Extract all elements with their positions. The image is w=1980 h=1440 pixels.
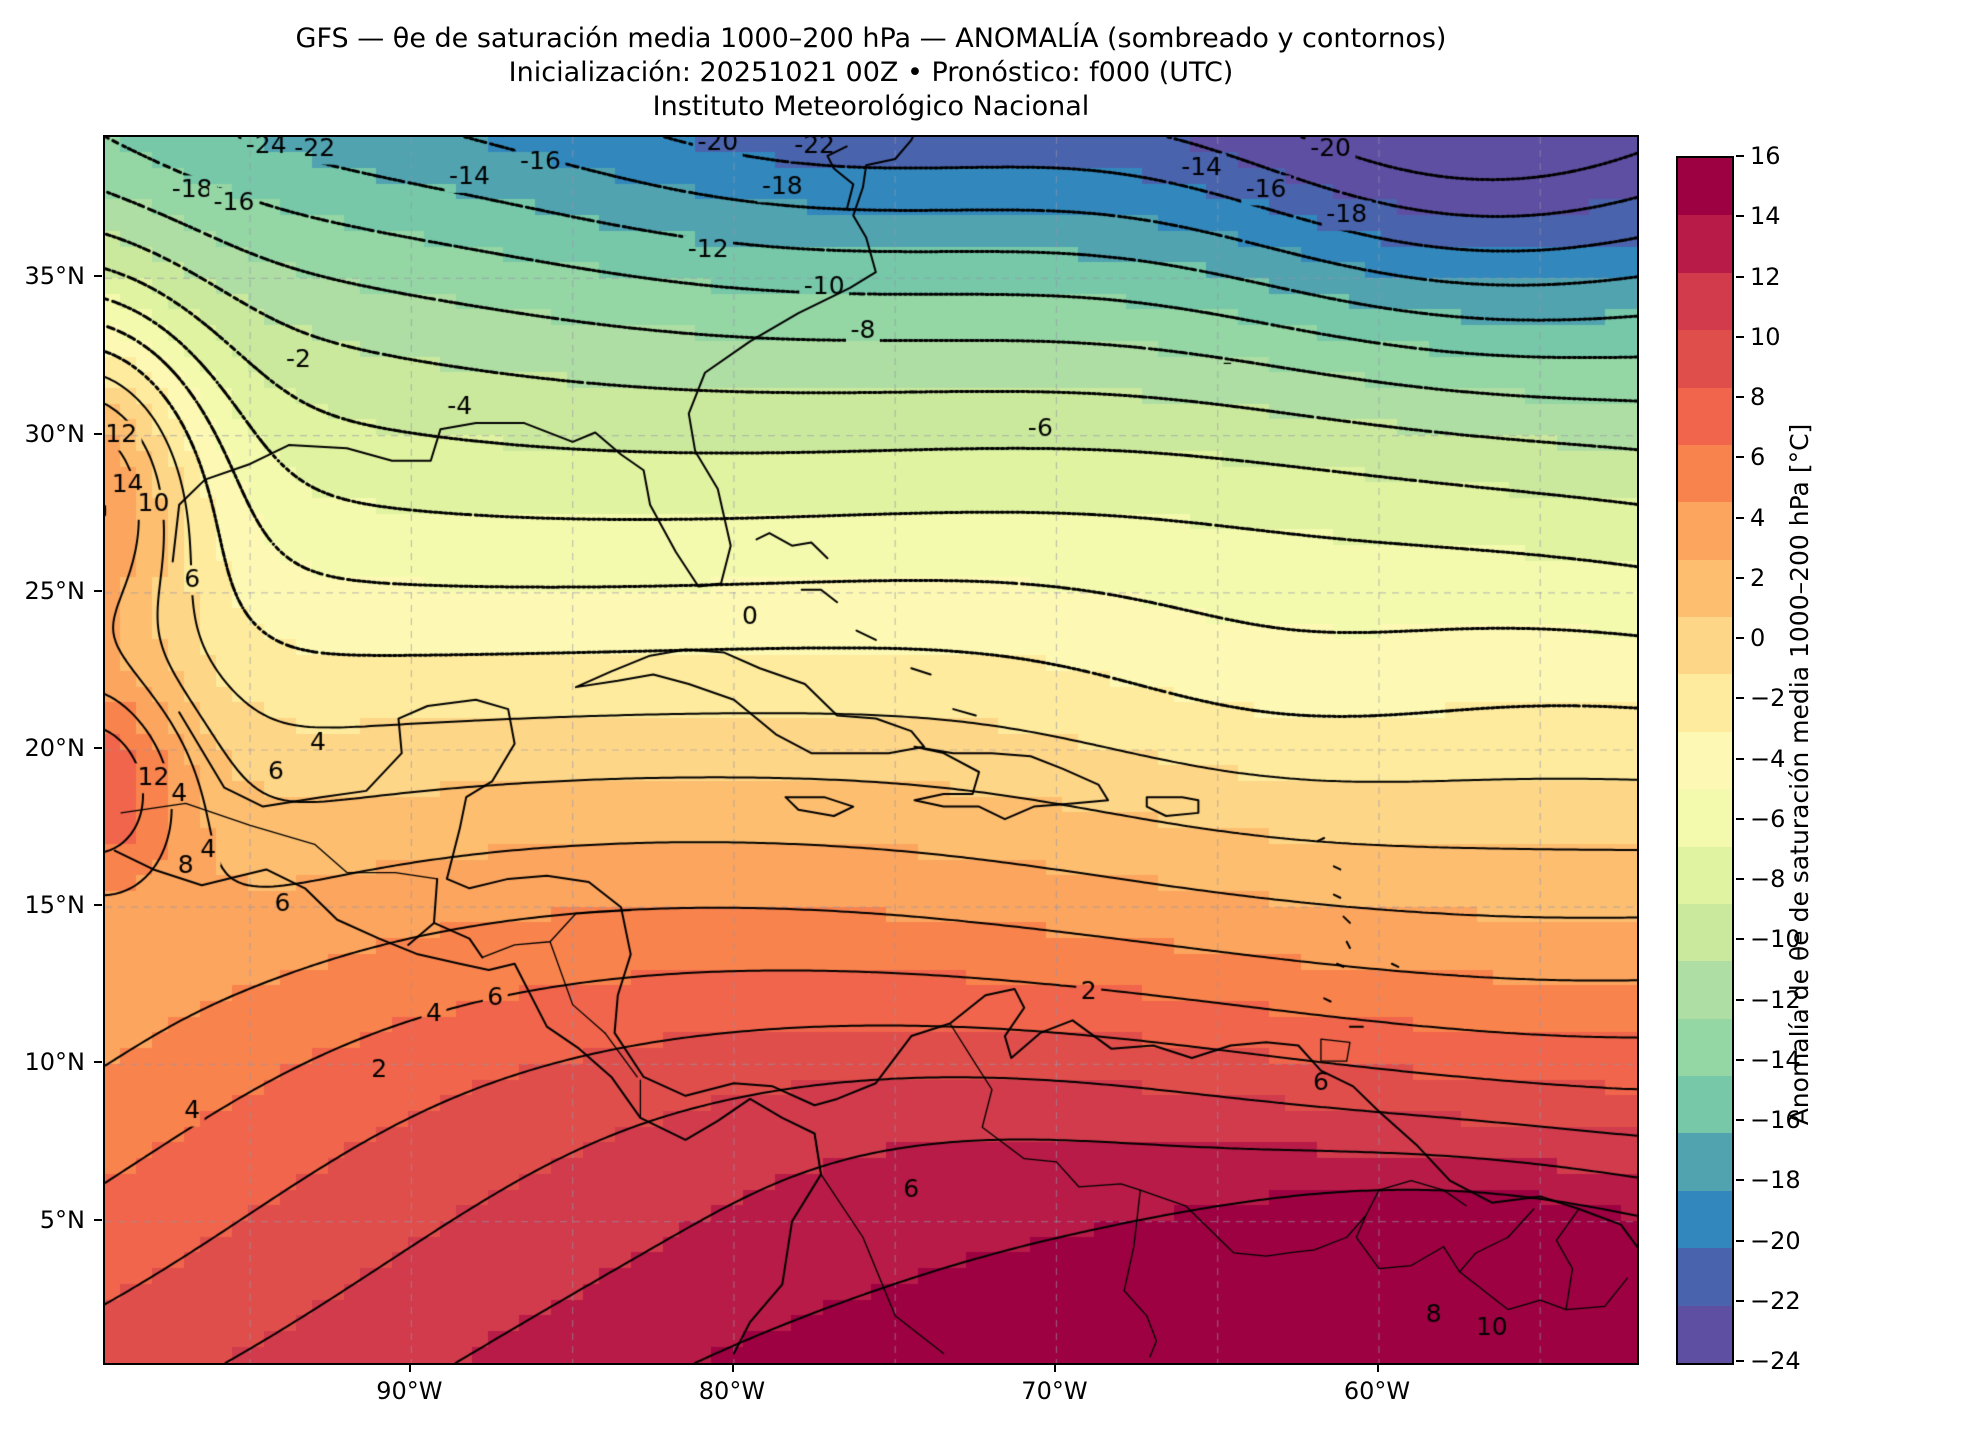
colorbar-tick (1736, 878, 1744, 880)
y-axis-label: 35°N (24, 262, 86, 291)
colorbar-tick (1736, 938, 1744, 941)
x-axis-label: 90°W (376, 1377, 443, 1405)
colorbar-tick (1736, 576, 1744, 579)
colorbar-segment (1678, 502, 1732, 560)
colorbar-tick (1736, 998, 1744, 1001)
colorbar-segment (1678, 903, 1732, 962)
x-tickmark (731, 1364, 734, 1372)
colorbar-tick-label: −18 (1750, 1166, 1801, 1195)
colorbar-segment (1678, 1248, 1732, 1306)
y-axis-label: 5°N (39, 1205, 85, 1234)
colorbar-segment (1678, 1305, 1732, 1363)
colorbar-segment (1678, 272, 1732, 331)
x-axis-label: 60°W (1343, 1377, 1411, 1405)
title-line-3: Instituto Meteorológico Nacional (652, 91, 1090, 122)
colorbar-axis-label: Anomalía de θe de saturación media 1000–… (1785, 423, 1814, 1126)
colorbar-tick (1736, 1119, 1744, 1121)
colorbar-tick (1736, 456, 1744, 459)
colorbar-tick-label: −8 (1750, 865, 1786, 893)
colorbar-tick-label: 2 (1750, 563, 1766, 592)
colorbar-tick-label: −14 (1750, 1045, 1801, 1074)
colorbar-tick-label: 10 (1750, 322, 1781, 351)
colorbar-tick-label: 16 (1750, 142, 1781, 170)
colorbar-tick-label: −6 (1750, 804, 1786, 833)
coastline-layer (105, 137, 1637, 1363)
colorbar-segment (1678, 444, 1732, 503)
colorbar-tick-label: 14 (1750, 202, 1781, 231)
y-tickmark (94, 432, 102, 435)
colorbar-segment (1678, 1018, 1732, 1076)
y-axis-label: 20°N (24, 734, 86, 762)
colorbar-tick (1736, 697, 1744, 700)
y-axis-label: 25°N (24, 576, 86, 605)
colorbar-tick (1736, 1179, 1744, 1182)
colorbar-segment (1678, 731, 1732, 790)
colorbar-segment (1678, 1190, 1732, 1249)
colorbar-tick-label: −2 (1750, 684, 1786, 713)
colorbar-segment (1678, 330, 1732, 388)
y-axis-label: 30°N (24, 419, 86, 448)
colorbar-tick-label: −10 (1750, 925, 1801, 954)
colorbar-tick (1736, 516, 1744, 519)
x-axis-label: 80°W (698, 1377, 766, 1405)
x-tickmark (409, 1364, 412, 1372)
colorbar-segment (1678, 559, 1732, 617)
colorbar-tick-label: −12 (1750, 985, 1801, 1014)
colorbar-tick-label: 0 (1750, 624, 1766, 652)
colorbar-tick (1736, 275, 1744, 278)
colorbar-tick-label: −24 (1750, 1347, 1801, 1375)
y-tickmark (94, 589, 102, 592)
colorbar-segment (1678, 1133, 1732, 1191)
colorbar-segment (1678, 674, 1732, 732)
colorbar-tick (1736, 637, 1744, 639)
colorbar-segment (1678, 846, 1732, 904)
colorbar-tick (1736, 1239, 1744, 1242)
title-line-2: Inicialización: 20251021 00Z • Pronóstic… (508, 57, 1234, 88)
y-tickmark (94, 904, 102, 907)
colorbar-tick (1736, 155, 1744, 157)
colorbar-tick-label: 8 (1750, 383, 1766, 411)
colorbar-tick (1736, 215, 1744, 218)
colorbar-tick-label: −16 (1750, 1106, 1801, 1134)
y-tickmark (94, 275, 102, 278)
colorbar (1676, 156, 1734, 1365)
y-axis-label: 10°N (24, 1048, 86, 1077)
colorbar-tick (1736, 757, 1744, 760)
y-tickmark (94, 1218, 102, 1221)
colorbar-segment (1678, 961, 1732, 1019)
colorbar-segment (1678, 617, 1732, 675)
colorbar-segment (1678, 387, 1732, 445)
colorbar-tick (1736, 1360, 1744, 1362)
x-tickmark (1054, 1364, 1057, 1372)
figure-title-block: GFS — θe de saturación media 1000–200 hP… (103, 22, 1639, 124)
colorbar-tick (1736, 817, 1744, 820)
colorbar-segment (1678, 789, 1732, 847)
colorbar-tick-label: −4 (1750, 744, 1786, 773)
y-tickmark (94, 747, 102, 749)
colorbar-tick-label: −22 (1750, 1286, 1801, 1315)
x-axis-label: 70°W (1021, 1377, 1088, 1405)
colorbar-tick (1736, 396, 1744, 398)
colorbar-tick (1736, 335, 1744, 338)
colorbar-segment (1678, 158, 1732, 216)
colorbar-segment (1678, 1076, 1732, 1134)
colorbar-segment (1678, 215, 1732, 273)
colorbar-tick (1736, 1058, 1744, 1061)
map-plot-area (103, 135, 1639, 1365)
colorbar-tick-label: −20 (1750, 1226, 1801, 1255)
title-line-1: GFS — θe de saturación media 1000–200 hP… (295, 23, 1447, 54)
y-tickmark (94, 1061, 102, 1064)
colorbar-tick-label: 6 (1750, 443, 1766, 472)
y-axis-label: 15°N (24, 891, 86, 920)
x-tickmark (1376, 1364, 1379, 1372)
colorbar-tick-label: 4 (1750, 503, 1766, 532)
colorbar-tick-label: 12 (1750, 262, 1781, 291)
colorbar-tick (1736, 1299, 1744, 1302)
